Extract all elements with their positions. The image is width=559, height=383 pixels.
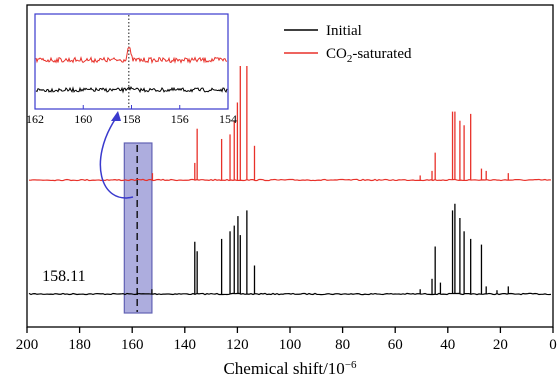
x-tick-label-0: 0 xyxy=(549,337,557,353)
highlight-region xyxy=(123,142,153,314)
zoom-arrow xyxy=(99,117,134,199)
x-tick-label-200: 200 xyxy=(16,337,39,353)
legend-label-initial: Initial xyxy=(326,23,362,39)
x-tick-label-160: 160 xyxy=(121,337,144,353)
peak-annotation: 158.11 xyxy=(42,268,85,285)
legend-label-co2: CO2-saturated xyxy=(326,46,412,65)
x-tick-label-60: 60 xyxy=(388,337,403,353)
x-tick-label-180: 180 xyxy=(68,337,91,353)
x-tick-label-40: 40 xyxy=(440,337,455,353)
inset-tick-label-160: 160 xyxy=(74,112,92,126)
legend: Initial CO2-saturated xyxy=(284,23,412,65)
x-tick-label-120: 120 xyxy=(226,337,249,353)
x-axis-ticks: 200 180 160 140 120 100 80 60 40 20 0 xyxy=(16,327,557,353)
spectra-group xyxy=(28,66,552,296)
x-tick-label-80: 80 xyxy=(335,337,350,353)
spectrum-baseline-co2-saturated xyxy=(28,178,552,182)
x-tick-label-20: 20 xyxy=(493,337,508,353)
inset-x-ticks: 162 160 158 156 154 xyxy=(26,105,237,126)
x-axis-title: Chemical shift/10−6 xyxy=(223,359,357,378)
inset-trace-initial xyxy=(35,86,228,94)
spectrum-baseline-initial xyxy=(28,292,552,296)
inset-tick-label-162: 162 xyxy=(26,112,44,126)
inset-traces xyxy=(35,15,228,108)
inset-tick-label-154: 154 xyxy=(219,112,237,126)
inset-tick-label-158: 158 xyxy=(123,112,141,126)
x-tick-label-100: 100 xyxy=(279,337,302,353)
zoom-arrow-head xyxy=(111,111,121,121)
inset-tick-label-156: 156 xyxy=(171,112,189,126)
x-tick-label-140: 140 xyxy=(174,337,197,353)
inset-trace-co2-saturated xyxy=(35,47,228,65)
inset-panel: 162 160 158 156 154 xyxy=(26,13,237,126)
inset-frame xyxy=(34,13,229,110)
